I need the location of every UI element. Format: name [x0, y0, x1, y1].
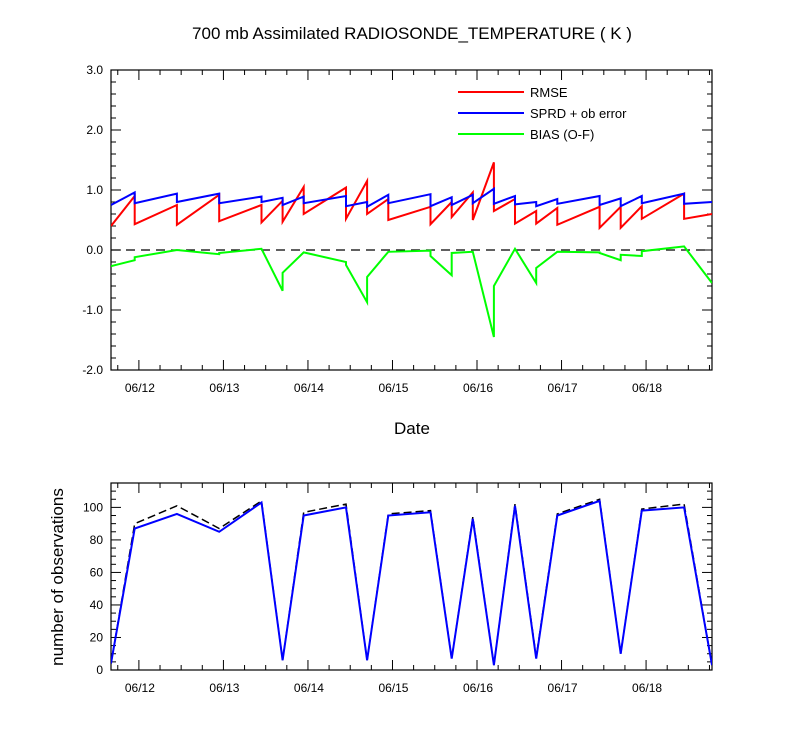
series-line-rmse: [111, 162, 712, 231]
y-tick-label: 20: [90, 630, 104, 644]
x-tick-label: 06/13: [209, 681, 239, 695]
series-line-bias-o-f: [111, 245, 712, 338]
series-line-obs-solid: [111, 499, 712, 666]
x-tick-label: 06/15: [378, 381, 408, 395]
x-axis-label: Date: [394, 419, 430, 438]
legend: RMSE SPRD + ob error BIAS (O-F): [458, 85, 627, 142]
legend-label: RMSE: [530, 85, 568, 100]
plot-frame: [110, 482, 713, 671]
y-tick-label: 3.0: [86, 63, 103, 77]
y-tick-label: 2.0: [86, 123, 103, 137]
y-tick-label: 80: [90, 533, 104, 547]
x-tick-label: 06/12: [125, 681, 155, 695]
x-tick-label: 06/12: [125, 381, 155, 395]
chart-title: 700 mb Assimilated RADIOSONDE_TEMPERATUR…: [192, 24, 632, 43]
y-tick-label: 1.0: [86, 183, 103, 197]
y-tick-label: -1.0: [82, 303, 103, 317]
legend-label: SPRD + ob error: [530, 106, 627, 121]
plot-frame: [110, 69, 713, 371]
series-line-sprd-ob-error: [111, 186, 712, 209]
y-tick-label: 60: [90, 565, 104, 579]
y-tick-label: 100: [83, 500, 103, 514]
top-chart-panel: 06/12 06/13 06/14 06/15 06/16 06/17 06/18 -2.0 -…: [82, 63, 713, 395]
x-tick-label: 06/15: [378, 681, 408, 695]
x-tick-label: 06/18: [632, 381, 662, 395]
x-tick-label: 06/17: [548, 681, 578, 695]
legend-label: BIAS (O-F): [530, 127, 594, 142]
x-tick-label: 06/14: [294, 681, 324, 695]
y-tick-label: 40: [90, 598, 104, 612]
x-tick-label: 06/13: [209, 381, 239, 395]
y-tick-label: -2.0: [82, 363, 103, 377]
y-axis-label: number of observations: [48, 488, 67, 666]
x-tick-label: 06/17: [548, 381, 578, 395]
bottom-chart-panel: 06/12 06/13 06/14 06/15 06/16 06/17 06/18 0 20 40…: [83, 482, 713, 695]
y-tick-label: 0.0: [86, 243, 103, 257]
y-tick-label: 0: [96, 663, 103, 677]
x-tick-label: 06/18: [632, 681, 662, 695]
x-tick-label: 06/16: [463, 681, 493, 695]
x-tick-label: 06/16: [463, 381, 493, 395]
x-tick-label: 06/14: [294, 381, 324, 395]
